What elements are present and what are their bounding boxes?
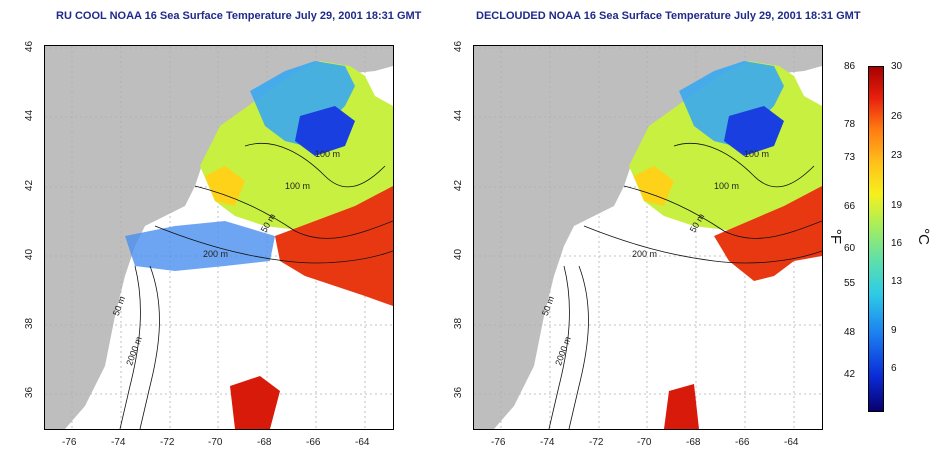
colorbar-celsius-label: 30	[891, 61, 903, 72]
sst-noisy-band	[125, 221, 275, 271]
right-map-title: DECLOUDED NOAA 16 Sea Surface Temperatur…	[476, 10, 861, 22]
sst-warm-patch	[230, 376, 280, 429]
right-map-graphic	[474, 46, 822, 429]
left-x-tick: -68	[257, 437, 272, 448]
left-x-tick: -72	[160, 437, 175, 448]
right-contour-label-200m: 200 m	[632, 249, 658, 259]
isobath-lines	[119, 142, 393, 429]
left-y-tick: 36	[24, 386, 36, 399]
left-x-tick: -64	[355, 437, 370, 448]
sst-warm-patch	[664, 384, 699, 429]
colorbar-celsius-label: 26	[891, 111, 903, 122]
sst-warm-shelf	[205, 166, 245, 206]
right-contour-label-100m-b: 100 m	[714, 181, 740, 191]
right-y-tick: 44	[453, 109, 465, 122]
right-x-tick: -64	[784, 437, 799, 448]
land-mass	[45, 46, 393, 429]
left-contour-label-200m: 200 m	[203, 249, 229, 259]
land-mass	[474, 46, 822, 429]
right-x-tick: -74	[540, 437, 555, 448]
sst-deep-cold	[724, 106, 784, 156]
sst-gulf-stream	[275, 186, 393, 306]
left-contour-label-100m-a: 100 m	[315, 149, 341, 159]
colorbar-celsius-label: 9	[891, 325, 897, 336]
colorbar-celsius-label: 13	[891, 276, 903, 287]
right-x-tick: -76	[491, 437, 506, 448]
colorbar-fahrenheit-label: 86	[844, 61, 856, 72]
right-sst-map[interactable]: 100 m 100 m 50 m 200 m 50 m 2000 m	[473, 45, 823, 430]
left-y-tick: 46	[24, 40, 36, 53]
left-y-tick: 42	[24, 179, 36, 192]
colorbar-celsius-label: 23	[891, 150, 903, 161]
right-y-tick: 40	[453, 248, 465, 261]
temperature-colorbar	[868, 66, 884, 412]
left-y-tick: 44	[24, 109, 36, 122]
right-y-tick: 46	[453, 40, 465, 53]
colorbar-fahrenheit-label: 66	[844, 201, 856, 212]
right-y-tick: 42	[453, 179, 465, 192]
fahrenheit-unit-label: °F	[827, 228, 845, 245]
left-sst-map[interactable]: 100 m 100 m 50 m 200 m 50 m 2000 m	[44, 45, 394, 430]
right-y-tick: 36	[453, 386, 465, 399]
right-x-tick: -70	[637, 437, 652, 448]
colorbar-fahrenheit-label: 73	[844, 152, 856, 163]
colorbar-celsius-label: 19	[891, 200, 903, 211]
colorbar-celsius-label: 6	[891, 363, 897, 374]
left-y-tick: 40	[24, 248, 36, 261]
right-contour-label-100m-a: 100 m	[744, 149, 770, 159]
colorbar-fahrenheit-label: 48	[844, 327, 856, 338]
colorbar-celsius-label: 16	[891, 238, 903, 249]
sst-gulf-stream	[714, 186, 822, 281]
colorbar-fahrenheit-label: 42	[844, 369, 856, 380]
sst-cold-pool	[679, 61, 784, 146]
left-x-tick: -74	[111, 437, 126, 448]
left-x-tick: -76	[62, 437, 77, 448]
isobath-lines	[548, 142, 822, 429]
right-x-tick: -72	[589, 437, 604, 448]
left-contour-label-100m-b: 100 m	[285, 181, 311, 191]
sst-deep-cold	[295, 106, 355, 156]
left-x-tick: -66	[306, 437, 321, 448]
colorbar-fahrenheit-label: 78	[844, 119, 856, 130]
right-x-tick: -68	[686, 437, 701, 448]
left-map-title: RU COOL NOAA 16 Sea Surface Temperature …	[56, 10, 422, 22]
left-x-tick: -70	[208, 437, 223, 448]
right-x-tick: -66	[735, 437, 750, 448]
right-y-tick: 38	[453, 317, 465, 330]
sst-cold-pool	[250, 61, 355, 146]
sst-warm-shelf	[634, 166, 674, 206]
celsius-unit-label: °C	[914, 228, 932, 245]
left-y-tick: 38	[24, 317, 36, 330]
colorbar-fahrenheit-label: 60	[844, 243, 856, 254]
left-map-graphic	[45, 46, 393, 429]
colorbar-fahrenheit-label: 55	[844, 278, 856, 289]
